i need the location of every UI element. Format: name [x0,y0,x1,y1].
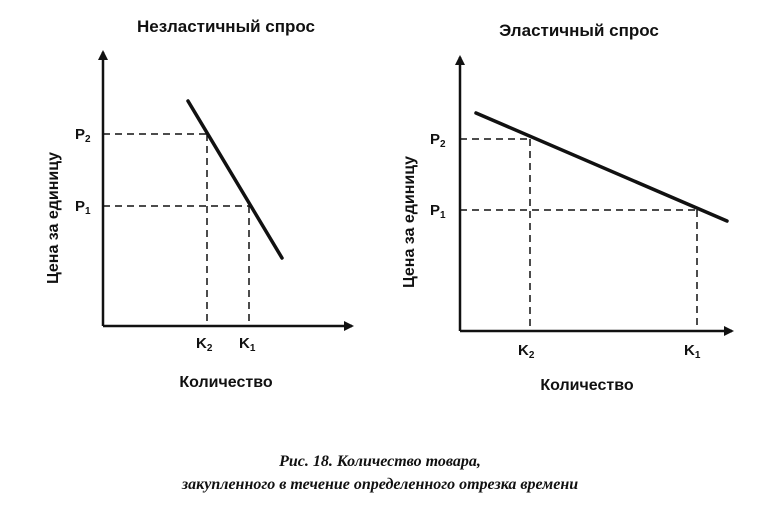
left-k2-label: K2 [196,335,213,354]
right-x-axis-label: Количество [540,377,633,394]
caption-line-1: Рис. 18. Количество товара, [278,453,481,470]
elastic-demand-diagram: Эластичный спрос P2 P1 K2 K1 Цена за еди… [401,21,734,394]
right-p1-label: P1 [430,202,446,221]
right-p2-label: P2 [430,131,446,150]
right-demand-curve [474,111,729,223]
caption-line-2: закупленного в течение определенного отр… [181,476,578,493]
right-k2-label: K2 [518,342,535,361]
left-x-axis-label: Количество [179,374,272,391]
figure-caption: Рис. 18. Количество товара, закупленного… [181,453,578,493]
right-y-axis-label: Цена за единицу [401,156,418,288]
right-title: Эластичный спрос [499,21,659,40]
left-title: Незластичный спрос [137,17,315,36]
left-demand-curve [186,99,284,260]
left-p1-label: P1 [75,198,91,217]
left-p2-label: P2 [75,126,91,145]
right-k1-label: K1 [684,342,701,361]
left-k1-label: K1 [239,335,256,354]
left-y-axis-label: Цена за единицу [45,152,62,284]
inelastic-demand-diagram: Незластичный спрос P2 P1 K2 K1 Цена за е… [45,17,354,391]
